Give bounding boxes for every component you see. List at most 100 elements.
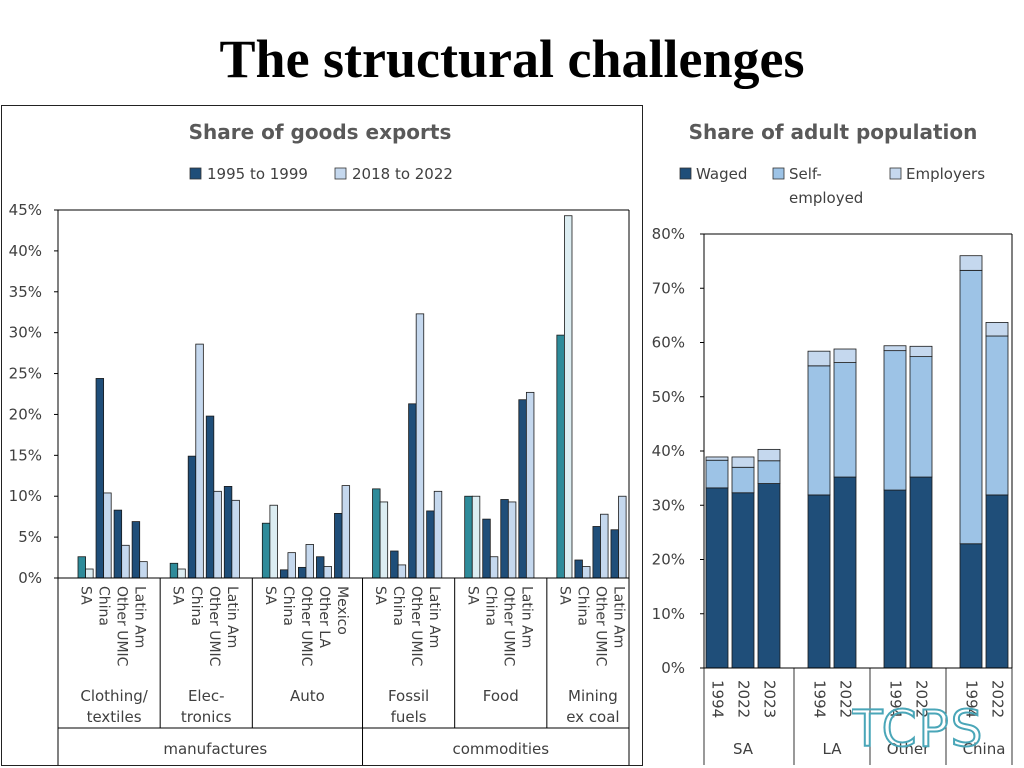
x-tick-label: Latin Am <box>224 586 240 648</box>
super-category-label: manufactures <box>163 740 267 758</box>
y-tick-label: 40% <box>9 242 42 260</box>
y-tick-label: 30% <box>9 324 42 342</box>
bar <box>177 568 186 579</box>
group-label: LA <box>823 740 843 758</box>
x-tick-label: 2022 <box>989 680 1007 718</box>
bar-waged <box>959 543 983 669</box>
x-tick-label: Other LA <box>316 586 332 648</box>
x-tick-label: SA <box>464 586 480 605</box>
bar <box>379 501 389 579</box>
bar <box>564 215 573 579</box>
bar-employers <box>731 456 755 468</box>
x-tick-label: Other UMIC <box>114 586 130 667</box>
bar <box>269 504 278 579</box>
bar-self-employed <box>757 460 781 484</box>
bar-waged <box>985 494 1009 669</box>
x-tick-label: 1994 <box>963 680 981 718</box>
bar <box>433 490 443 579</box>
y-tick-label: 25% <box>9 365 42 383</box>
bar-waged <box>757 483 781 669</box>
bar <box>113 509 123 579</box>
y-tick-label: 5% <box>18 528 42 546</box>
bar-employers <box>807 350 831 367</box>
bar <box>415 313 425 579</box>
bar <box>85 568 94 579</box>
x-tick-label: Other UMIC <box>408 586 424 667</box>
bar-waged <box>883 489 907 669</box>
bar-waged <box>909 476 933 669</box>
legend-swatch <box>679 167 692 180</box>
category-label: Food <box>483 687 519 705</box>
bar <box>592 526 601 579</box>
exports-chart-frame <box>1 105 643 766</box>
x-tick-label: 2022 <box>837 680 855 718</box>
category-label: Fossil <box>388 687 429 705</box>
group-label: China <box>963 740 1006 758</box>
y-tick-label: 20% <box>9 405 42 423</box>
y-tick-label: 10% <box>9 487 42 505</box>
goods-exports-chart: Share of goods exports 1995 to 1999 2018 t… <box>9 120 630 765</box>
bar-self-employed <box>731 466 755 494</box>
bar <box>482 518 491 579</box>
bar <box>600 513 609 579</box>
y-tick-label: 35% <box>9 283 42 301</box>
bar <box>610 529 619 579</box>
category-label: Auto <box>290 687 325 705</box>
x-tick-label: 1994 <box>887 680 905 718</box>
category-label: ex coal <box>566 708 619 726</box>
bar <box>297 566 307 579</box>
x-tick-label: Latin Am <box>611 586 627 648</box>
x-tick-label: 2022 <box>913 680 931 718</box>
bar <box>518 399 527 579</box>
bar-employers <box>909 345 933 358</box>
legend-swatch <box>189 167 202 180</box>
y-tick-label: 40% <box>652 442 685 460</box>
x-tick-label: SA <box>78 586 94 605</box>
bar <box>507 501 517 579</box>
bar-employers <box>883 345 907 352</box>
x-tick-label: China <box>188 586 204 626</box>
bar <box>195 343 204 579</box>
category-label: Mining <box>568 687 618 705</box>
bar <box>305 544 314 579</box>
bar <box>95 378 105 579</box>
group-label: Other <box>887 740 930 758</box>
bar-waged <box>705 487 729 669</box>
legend-label: 1995 to 1999 <box>207 165 308 183</box>
x-tick-label: Other UMIC <box>592 586 608 667</box>
legend-label: Waged <box>696 165 747 183</box>
adult-population-chart: Share of adult population Waged Self-emplo… <box>652 120 1013 765</box>
bar <box>131 521 141 579</box>
bar-self-employed <box>959 269 983 545</box>
legend-label: 2018 to 2022 <box>352 165 453 183</box>
bar <box>618 495 627 579</box>
bar <box>231 499 240 579</box>
bar <box>323 566 332 579</box>
group-label: SA <box>733 740 754 758</box>
x-tick-label: China <box>482 586 498 626</box>
bar-self-employed <box>985 335 1009 496</box>
legend-swatch <box>889 167 902 180</box>
y-tick-label: 70% <box>652 279 685 297</box>
bar <box>464 495 473 579</box>
bar <box>223 486 233 579</box>
y-tick-label: 80% <box>652 225 685 243</box>
bar <box>372 488 381 579</box>
x-tick-label: Latin Am <box>518 586 534 648</box>
x-tick-label: China <box>574 586 590 626</box>
legend-swatch <box>334 167 347 180</box>
bar-employers <box>985 322 1009 337</box>
bar <box>169 562 179 579</box>
bar <box>187 455 197 579</box>
y-tick-label: 50% <box>652 388 685 406</box>
bar <box>489 556 499 579</box>
bar-employers <box>959 255 983 271</box>
category-label: fuels <box>391 708 427 726</box>
bar <box>103 492 112 579</box>
chart-title: Share of adult population <box>689 120 978 144</box>
bar <box>390 550 399 579</box>
x-tick-label: Mexico <box>334 586 350 635</box>
bar <box>316 556 325 579</box>
x-tick-label: SA <box>372 586 388 605</box>
bar <box>279 569 289 579</box>
